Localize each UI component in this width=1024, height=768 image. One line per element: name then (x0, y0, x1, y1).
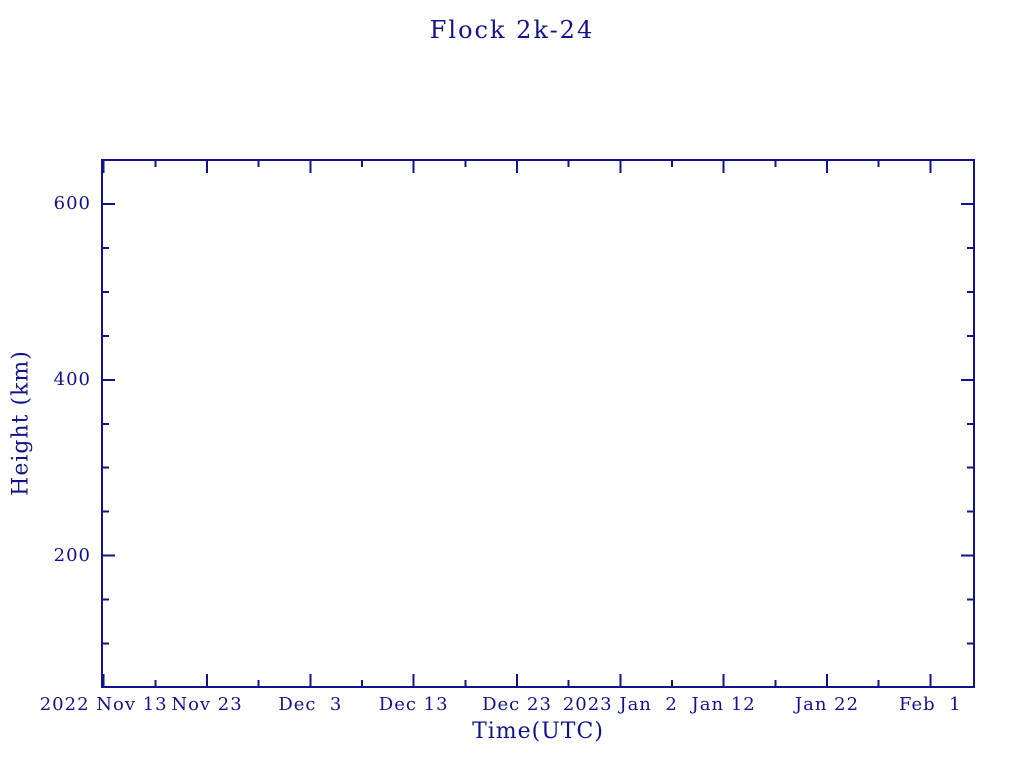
chart-title: Flock 2k-24 (429, 16, 595, 44)
y-axis-label: Height (km) (8, 350, 34, 496)
x-axis-label: Time(UTC) (472, 719, 604, 744)
axes-frame (101, 159, 975, 688)
